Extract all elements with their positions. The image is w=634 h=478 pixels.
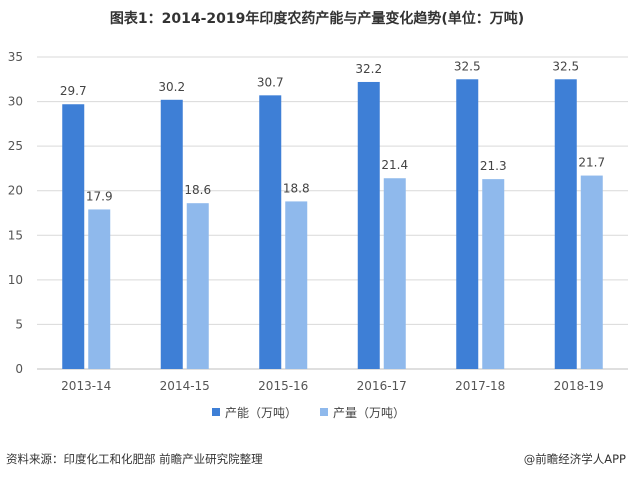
x-tick-label: 2014-15 (160, 379, 210, 393)
bar-capacity (456, 79, 479, 370)
data-label: 21.7 (578, 156, 605, 170)
y-tick-label: 20 (8, 184, 23, 198)
data-label: 30.2 (158, 80, 185, 94)
data-label: 18.6 (184, 183, 211, 197)
y-tick-label: 35 (8, 50, 23, 64)
y-tick-label: 0 (15, 362, 23, 376)
x-tick-label: 2015-16 (258, 379, 308, 393)
x-tick-label: 2018-19 (554, 379, 604, 393)
chart-title: 图表1：2014-2019年印度农药产能与产量变化趋势(单位：万吨) (109, 11, 525, 27)
x-tick-label: 2013-14 (61, 379, 111, 393)
bar-output (88, 209, 111, 369)
bar-capacity (554, 79, 577, 370)
data-label: 32.5 (552, 59, 579, 73)
y-tick-label: 10 (8, 273, 23, 287)
bar-capacity (62, 104, 85, 369)
bar-capacity (160, 99, 183, 369)
bar-capacity (259, 95, 282, 370)
data-label: 21.3 (480, 159, 507, 173)
x-tick-label: 2017-18 (455, 379, 505, 393)
data-label: 17.9 (86, 189, 113, 203)
legend-swatch (212, 408, 220, 416)
y-tick-label: 15 (8, 228, 23, 242)
data-label: 32.2 (355, 62, 382, 76)
bar-output (383, 178, 406, 369)
bar-output (580, 175, 603, 369)
legend-label: 产量（万吨） (333, 406, 405, 420)
source-note: 资料来源：印度化工和化肥部 前瞻产业研究院整理 (6, 452, 263, 466)
bar-output (482, 179, 505, 369)
data-label: 29.7 (60, 84, 87, 98)
data-label: 32.5 (454, 59, 481, 73)
y-tick-label: 30 (8, 95, 23, 109)
bar-output (186, 203, 209, 369)
legend-label: 产能（万吨） (225, 406, 297, 420)
bar-capacity (357, 81, 380, 370)
x-tick-label: 2016-17 (357, 379, 407, 393)
y-tick-label: 25 (8, 139, 23, 153)
legend-swatch (320, 408, 328, 416)
y-tick-label: 5 (15, 317, 23, 331)
brand-credit: @前瞻经济学人APP (523, 452, 626, 466)
data-label: 18.8 (283, 181, 310, 195)
bar-output (285, 201, 308, 369)
data-label: 30.7 (257, 75, 284, 89)
data-label: 21.4 (381, 158, 408, 172)
